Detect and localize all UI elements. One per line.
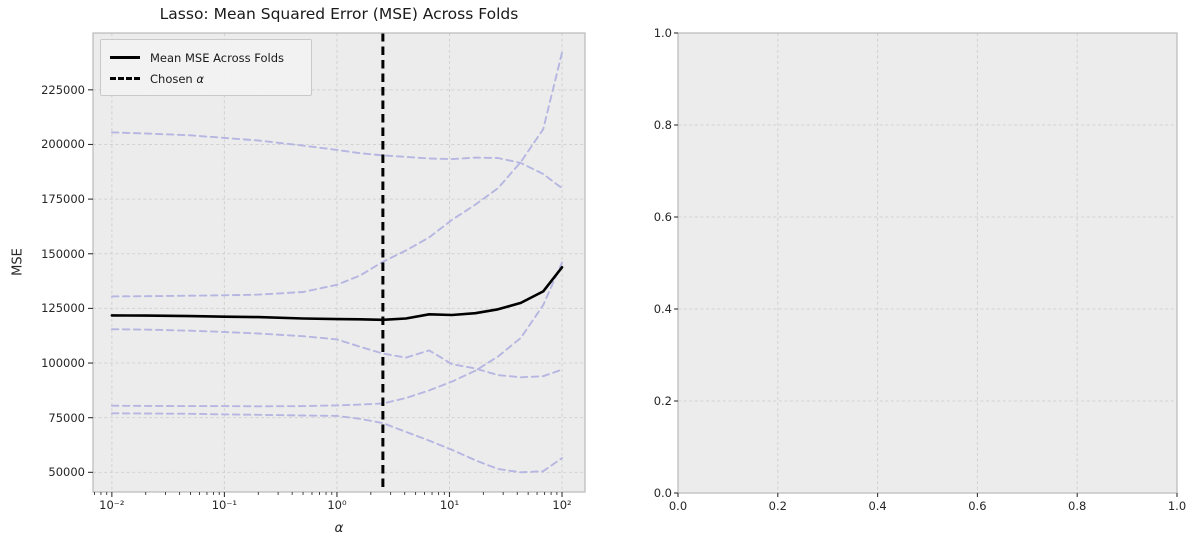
right-panel-border [677,32,1178,494]
x-tick-label: 10⁻² [99,498,125,512]
right-panel-background [678,33,1177,493]
y-tick-label: 0.8 [653,118,672,132]
x-axis-label: α [334,520,344,536]
y-axis-label: MSE [10,248,26,276]
y-tick-label: 0.6 [653,210,672,224]
x-tick-label: 10⁻¹ [211,498,238,512]
y-tick-label: 100000 [41,356,85,371]
fold-mse-line [110,51,563,298]
x-tick-label: 10² [552,498,572,512]
fold-mse-line [110,131,563,190]
fold-mse-line [110,328,563,379]
y-tick-label: 225000 [41,82,85,97]
legend-item-mean: Mean MSE Across Folds [110,47,301,68]
mean-line-swatch-icon [110,56,140,59]
fold-mse-line [110,412,563,474]
y-tick-label: 1.0 [653,26,672,40]
x-tick-label: 10⁰ [327,498,347,512]
y-tick-label: 0.0 [653,486,672,500]
legend-label-mean: Mean MSE Across Folds [150,50,284,65]
y-tick-label: 75000 [48,410,85,425]
x-tick-label: 0.8 [1068,499,1087,513]
chosen-alpha-swatch-icon [110,77,140,80]
y-tick-label: 50000 [48,465,85,480]
x-tick-label: 0.2 [768,499,787,513]
left-panel-background [93,33,585,492]
y-tick-label: 175000 [41,192,85,207]
legend: Mean MSE Across Folds Chosen α [100,39,312,96]
x-tick-label: 0.4 [868,499,887,513]
y-tick-label: 125000 [41,301,85,316]
y-tick-label: 0.2 [653,394,672,408]
chart-title: Lasso: Mean Squared Error (MSE) Across F… [159,5,519,23]
x-tick-label: 0.6 [968,499,987,513]
y-tick-label: 200000 [41,137,85,152]
x-tick-label: 1.0 [1167,499,1187,513]
legend-label-chosen-alpha: Chosen α [150,71,204,86]
legend-item-chosen-alpha: Chosen α [110,68,301,89]
left-panel-border [92,32,586,493]
x-tick-label: 10¹ [439,498,460,512]
y-tick-label: 0.4 [653,302,672,316]
x-tick-label: 0.0 [668,499,688,513]
y-tick-label: 150000 [41,246,85,261]
